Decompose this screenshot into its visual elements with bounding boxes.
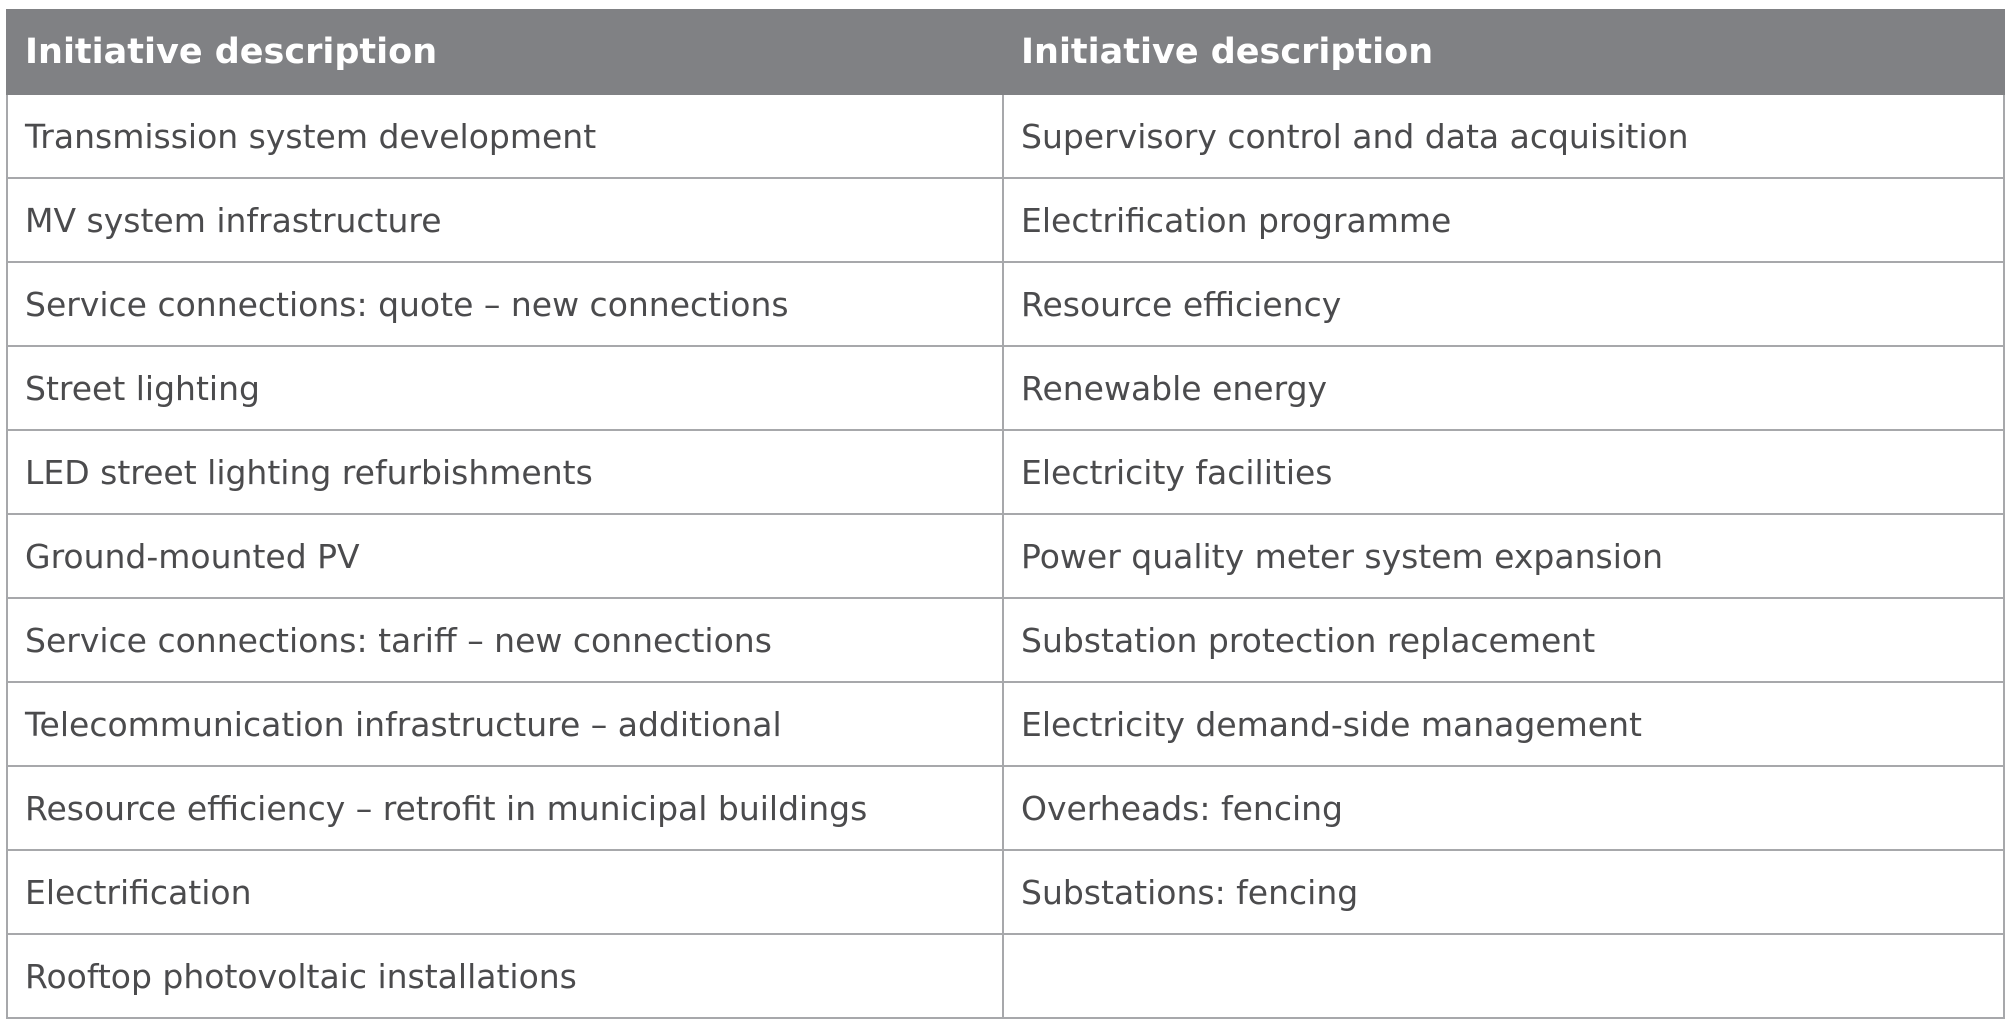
table-row: LED street lighting refurbishments Elect… xyxy=(6,429,2005,515)
table-row: Electrification Substations: fencing xyxy=(6,849,2005,935)
table-cell: LED street lighting refurbishments xyxy=(6,429,1004,515)
table-cell: Supervisory control and data acquisition xyxy=(1002,93,2005,179)
table-row: Rooftop photovoltaic installations xyxy=(6,933,2005,1019)
table-cell: Overheads: fencing xyxy=(1002,765,2005,851)
table-cell: Renewable energy xyxy=(1002,345,2005,431)
table-cell-empty xyxy=(1002,933,2005,1019)
table-cell: Service connections: quote – new connect… xyxy=(6,261,1004,347)
table-cell: MV system infrastructure xyxy=(6,177,1004,263)
table-cell: Transmission system development xyxy=(6,93,1004,179)
table-cell: Street lighting xyxy=(6,345,1004,431)
table-row: Service connections: quote – new connect… xyxy=(6,261,2005,347)
table-row: Telecommunication infrastructure – addit… xyxy=(6,681,2005,767)
column-header-left: Initiative description xyxy=(6,9,1004,95)
table-header-row: Initiative description Initiative descri… xyxy=(6,9,2005,95)
table-cell: Electricity facilities xyxy=(1002,429,2005,515)
table-cell: Electrification xyxy=(6,849,1004,935)
table-row: Service connections: tariff – new connec… xyxy=(6,597,2005,683)
table-cell: Substation protection replacement xyxy=(1002,597,2005,683)
table-cell: Electrification programme xyxy=(1002,177,2005,263)
table-row: Transmission system development Supervis… xyxy=(6,93,2005,179)
table-cell: Substations: fencing xyxy=(1002,849,2005,935)
table-row: Ground-mounted PV Power quality meter sy… xyxy=(6,513,2005,599)
column-header-right: Initiative description xyxy=(1002,9,2005,95)
table-row: Street lighting Renewable energy xyxy=(6,345,2005,431)
table-cell: Resource efficiency – retrofit in munici… xyxy=(6,765,1004,851)
table-cell: Resource efficiency xyxy=(1002,261,2005,347)
table-cell: Power quality meter system expansion xyxy=(1002,513,2005,599)
table-cell: Service connections: tariff – new connec… xyxy=(6,597,1004,683)
table-row: Resource efficiency – retrofit in munici… xyxy=(6,765,2005,851)
table-cell: Ground-mounted PV xyxy=(6,513,1004,599)
table-cell: Electricity demand-side management xyxy=(1002,681,2005,767)
table-row: MV system infrastructure Electrification… xyxy=(6,177,2005,263)
table-cell: Telecommunication infrastructure – addit… xyxy=(6,681,1004,767)
table-cell: Rooftop photovoltaic installations xyxy=(6,933,1004,1019)
initiatives-table: Initiative description Initiative descri… xyxy=(6,9,2005,1019)
